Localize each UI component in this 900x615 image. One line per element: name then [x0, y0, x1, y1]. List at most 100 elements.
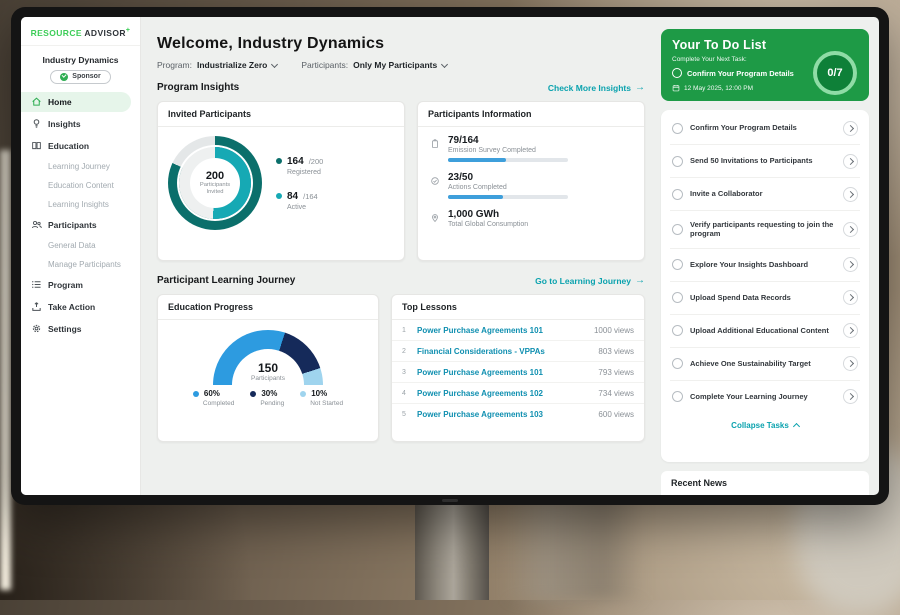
- filter-bar: Program: Industrialize Zero Participants…: [157, 60, 645, 70]
- chevron-right-icon: [846, 226, 853, 233]
- sidebar-item-participants[interactable]: Participants: [21, 215, 140, 235]
- lesson-row[interactable]: 4 Power Purchase Agreements 102 734 view…: [392, 383, 644, 404]
- legend-dot: [300, 391, 306, 397]
- section-title: Program Insights: [157, 82, 239, 93]
- education-progress-card: Education Progress 150 Participants 60% …: [157, 294, 379, 442]
- task-checkbox[interactable]: [672, 156, 683, 167]
- legend-item: 84/164 Active: [276, 191, 323, 211]
- todo-progress-ring: 0/7: [813, 51, 857, 95]
- legend-dot: [276, 193, 282, 199]
- task-checkbox[interactable]: [672, 123, 683, 134]
- progress-fill: [448, 158, 506, 162]
- chevron-right-icon: [846, 261, 853, 268]
- task-item[interactable]: Invite a Collaborator: [670, 178, 860, 211]
- sidebar-item-take-action[interactable]: Take Action: [21, 297, 140, 317]
- task-checkbox[interactable]: [672, 292, 683, 303]
- todo-summary-card: Your To Do List Complete Your Next Task:…: [661, 29, 869, 101]
- arrow-right-icon: →: [635, 276, 645, 286]
- monitor-stand: [415, 503, 489, 600]
- task-chevron-button[interactable]: [843, 222, 858, 237]
- sidebar-item-settings[interactable]: Settings: [21, 319, 140, 339]
- legend-dot: [250, 391, 256, 397]
- task-item[interactable]: Upload Spend Data Records: [670, 282, 860, 315]
- legend-item: 164/200 Registered: [276, 156, 323, 176]
- card-title: Top Lessons: [392, 295, 644, 320]
- sidebar-item-education-content[interactable]: Education Content: [21, 177, 140, 194]
- chevron-down-icon: [271, 60, 278, 67]
- recent-news-header: Recent News: [661, 471, 869, 495]
- chevron-right-icon: [846, 294, 853, 301]
- sidebar-item-learning-insights[interactable]: Learning Insights: [21, 196, 140, 213]
- chevron-right-icon: [846, 327, 853, 334]
- task-item[interactable]: Verify participants requesting to join t…: [670, 211, 860, 249]
- go-to-learning-journey-link[interactable]: Go to Learning Journey →: [535, 276, 645, 286]
- lesson-row[interactable]: 1 Power Purchase Agreements 101 1000 vie…: [392, 320, 644, 341]
- task-item[interactable]: Upload Additional Educational Content: [670, 315, 860, 348]
- list-icon: [31, 279, 42, 290]
- task-item[interactable]: Explore Your Insights Dashboard: [670, 249, 860, 282]
- next-task[interactable]: Confirm Your Program Details: [672, 68, 807, 78]
- chevron-up-icon: [793, 422, 800, 429]
- chevron-right-icon: [846, 124, 853, 131]
- actions-icon: [430, 173, 440, 183]
- collapse-tasks-link[interactable]: Collapse Tasks: [670, 413, 860, 437]
- participants-label: Participants:: [301, 60, 348, 70]
- task-chevron-button[interactable]: [843, 290, 858, 305]
- sidebar-item-insights[interactable]: Insights: [21, 114, 140, 134]
- consumption-pin-icon: [430, 210, 440, 220]
- program-insights-header: Program Insights Check More Insights →: [157, 82, 645, 93]
- chevron-right-icon: [846, 157, 853, 164]
- task-checkbox[interactable]: [672, 189, 683, 200]
- lesson-row[interactable]: 3 Power Purchase Agreements 101 793 view…: [392, 362, 644, 383]
- task-chevron-button[interactable]: [843, 121, 858, 136]
- legend-item: 60% Completed: [193, 389, 234, 407]
- sponsor-badge[interactable]: Sponsor: [50, 70, 110, 84]
- sidebar-item-general-data[interactable]: General Data: [21, 237, 140, 254]
- task-item[interactable]: Complete Your Learning Journey: [670, 381, 860, 413]
- sidebar-item-education[interactable]: Education: [21, 136, 140, 156]
- task-item[interactable]: Send 50 Invitations to Participants: [670, 145, 860, 178]
- app-logo: RESOURCE ADVISOR+: [21, 25, 140, 46]
- main-content: Welcome, Industry Dynamics Program: Indu…: [141, 17, 659, 495]
- task-chevron-button[interactable]: [843, 389, 858, 404]
- task-chevron-button[interactable]: [843, 187, 858, 202]
- task-chevron-button[interactable]: [843, 323, 858, 338]
- gauge-legend: 60% Completed 30% Pending 10% Not Starte…: [158, 389, 378, 407]
- task-item[interactable]: Confirm Your Program Details: [670, 112, 860, 145]
- chevron-right-icon: [846, 190, 853, 197]
- monitor-bezel: RESOURCE ADVISOR+ Industry Dynamics Spon…: [11, 7, 889, 505]
- sidebar-nav: Home Insights Education Learning Journey…: [21, 92, 140, 339]
- sidebar-item-program[interactable]: Program: [21, 275, 140, 295]
- task-checkbox[interactable]: [672, 391, 683, 402]
- task-checkbox[interactable]: [672, 325, 683, 336]
- check-more-insights-link[interactable]: Check More Insights →: [548, 83, 645, 93]
- survey-icon: [430, 136, 440, 146]
- todo-panel: Your To Do List Complete Your Next Task:…: [659, 17, 879, 495]
- legend-item: 10% Not Started: [300, 389, 343, 407]
- participants-information-card: Participants Information 79/164 Emission…: [417, 101, 645, 261]
- task-chevron-button[interactable]: [843, 257, 858, 272]
- sidebar-item-manage-participants[interactable]: Manage Participants: [21, 256, 140, 273]
- lesson-row[interactable]: 2 Financial Considerations - VPPAs 803 v…: [392, 341, 644, 362]
- task-checkbox[interactable]: [672, 358, 683, 369]
- background-light: [0, 150, 11, 590]
- sponsor-icon: [60, 73, 68, 81]
- task-chevron-button[interactable]: [843, 356, 858, 371]
- logo-secondary: ADVISOR: [84, 28, 126, 38]
- sidebar-item-learning-journey[interactable]: Learning Journey: [21, 158, 140, 175]
- participants-select[interactable]: Participants: Only My Participants: [301, 60, 447, 70]
- sidebar-item-home[interactable]: Home: [21, 92, 131, 112]
- invited-participants-card: Invited Participants 200 Participants In…: [157, 101, 405, 261]
- stat-row: 23/50 Actions Completed: [418, 164, 644, 201]
- task-checkbox[interactable]: [672, 259, 683, 270]
- logo-plus: +: [126, 27, 131, 34]
- home-icon: [31, 96, 42, 107]
- task-checkbox[interactable]: [672, 224, 683, 235]
- task-checkbox[interactable]: [672, 68, 682, 78]
- task-item[interactable]: Achieve One Sustainability Target: [670, 348, 860, 381]
- progress-bar: [448, 158, 568, 162]
- take-action-icon: [31, 301, 42, 312]
- lesson-row[interactable]: 5 Power Purchase Agreements 103 600 view…: [392, 404, 644, 424]
- program-select[interactable]: Program: Industrialize Zero: [157, 60, 277, 70]
- task-chevron-button[interactable]: [843, 154, 858, 169]
